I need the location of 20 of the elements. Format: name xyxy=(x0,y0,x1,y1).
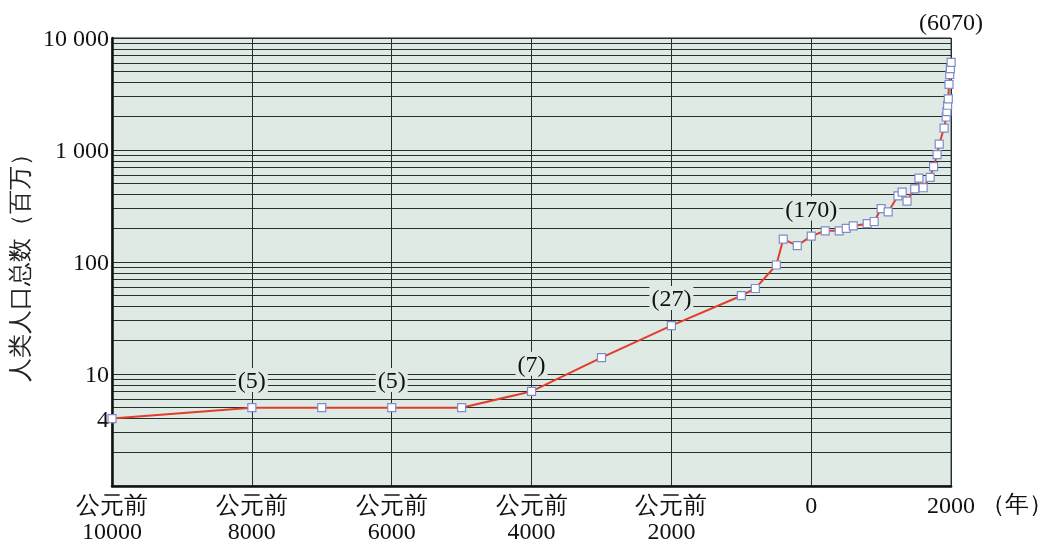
x-tick-label: 公元前 10000 xyxy=(76,492,148,544)
x-tick-label: 公元前 8000 xyxy=(215,492,288,544)
y-tick-label: 1 000 xyxy=(55,137,109,163)
y-tick-label: 10 xyxy=(85,361,109,387)
data-label: (170) xyxy=(785,195,838,222)
data-label: (5) xyxy=(237,367,266,394)
x-tick-label: 公元前 4000 xyxy=(495,492,568,544)
x-tick-label: 0 xyxy=(805,492,818,518)
data-label: (27) xyxy=(651,285,692,312)
y-axis-title: 人类人口总数（百万） xyxy=(7,142,34,382)
data-label: (7) xyxy=(517,350,546,377)
y-tick-label: 100 xyxy=(73,249,109,275)
x-tick-label: 公元前 2000 xyxy=(635,492,708,544)
x-tick-label: 公元前 6000 xyxy=(355,492,428,544)
y-tick-label: 10 000 xyxy=(43,25,109,51)
x-axis-title: （年） xyxy=(981,491,1053,517)
data-label: (5) xyxy=(377,367,406,394)
y-tick-label: 4 xyxy=(97,405,109,432)
data-label: (6070) xyxy=(919,9,984,36)
x-tick-label: 2000 xyxy=(927,492,976,518)
